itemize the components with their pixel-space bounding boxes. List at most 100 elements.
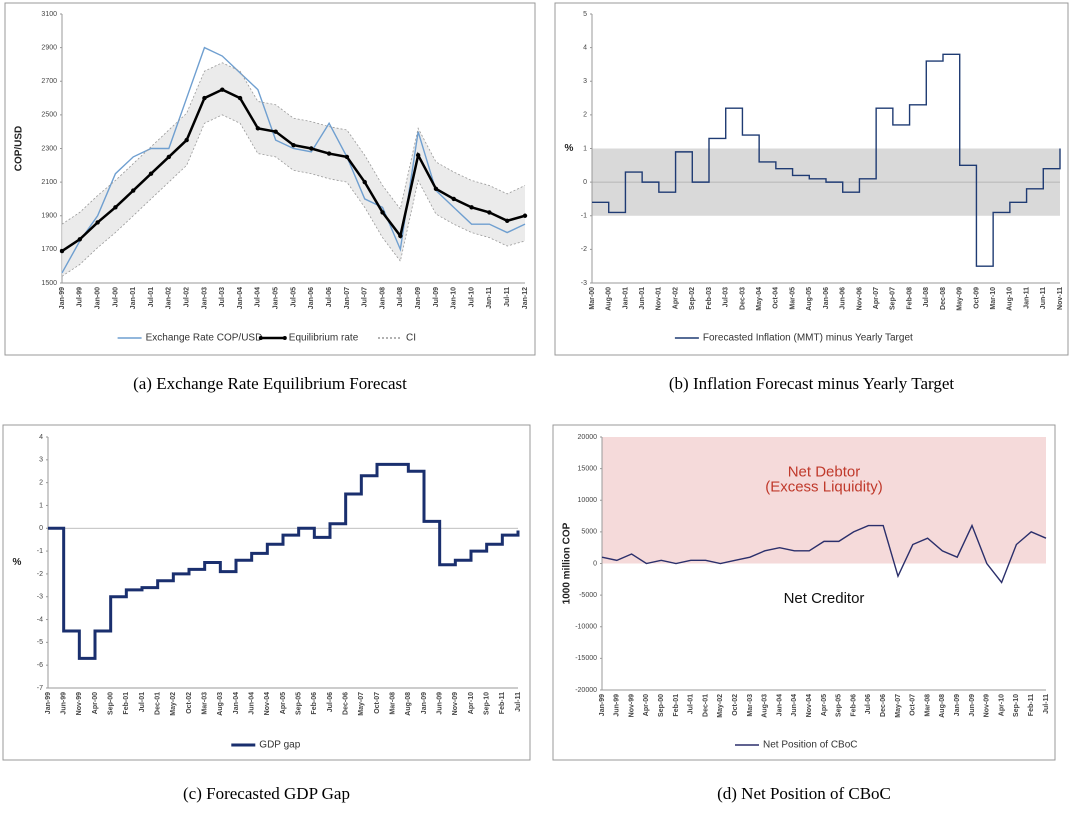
series-marker bbox=[131, 188, 136, 193]
x-tick-label: Apr-10 bbox=[468, 692, 475, 714]
y-tick-label: 15000 bbox=[578, 465, 598, 472]
y-tick-label: -15000 bbox=[575, 655, 597, 662]
x-tick-label: Jul-10 bbox=[468, 287, 475, 307]
legend-label: Forecasted Inflation (MMT) minus Yearly … bbox=[703, 333, 913, 344]
x-tick-label: Aug-03 bbox=[762, 694, 769, 718]
y-tick-label: 5 bbox=[583, 11, 587, 18]
x-tick-label: Apr-02 bbox=[672, 287, 679, 309]
x-tick-label: Jan-08 bbox=[379, 287, 386, 309]
y-tick-label: 1 bbox=[583, 145, 587, 152]
ci-band bbox=[62, 62, 525, 277]
series-marker bbox=[184, 137, 189, 143]
x-tick-label: Sep-10 bbox=[1013, 694, 1020, 717]
series-marker bbox=[166, 154, 172, 160]
x-tick-label: Nov-99 bbox=[76, 692, 83, 715]
x-tick-label: Jul-06 bbox=[327, 692, 334, 712]
panel-border bbox=[2, 424, 531, 761]
x-tick-label: Jul-04 bbox=[255, 287, 262, 307]
series-marker bbox=[202, 95, 207, 101]
caption: (b) Inflation Forecast minus Yearly Targ… bbox=[669, 374, 955, 393]
caption: (c) Forecasted GDP Gap bbox=[183, 784, 350, 803]
x-tick-label: Apr-10 bbox=[998, 694, 1005, 716]
y-tick-label: 0 bbox=[583, 179, 587, 186]
x-tick-label: Jan-05 bbox=[273, 287, 280, 309]
series-marker bbox=[344, 154, 350, 160]
x-tick-label: Dec-03 bbox=[739, 287, 746, 310]
y-tick-label: -7 bbox=[37, 685, 43, 692]
y-tick-label: 4 bbox=[583, 44, 587, 51]
x-tick-label: Dec-01 bbox=[702, 694, 709, 717]
series-marker bbox=[504, 218, 510, 223]
x-tick-label: Jul-06 bbox=[865, 694, 872, 714]
x-tick-label: Nov-01 bbox=[656, 287, 663, 310]
x-tick-label: May-04 bbox=[756, 287, 763, 311]
x-tick-label: Apr-00 bbox=[92, 692, 99, 714]
x-tick-label: Jan-06 bbox=[823, 287, 830, 309]
y-tick-label: 0 bbox=[593, 560, 597, 567]
x-tick-label: Feb-06 bbox=[311, 692, 318, 715]
x-tick-label: Jul-03 bbox=[723, 287, 730, 307]
x-tick-label: Jan-99 bbox=[59, 287, 66, 309]
x-tick-label: Oct-04 bbox=[773, 287, 780, 309]
annotation: (Excess Liquidity) bbox=[765, 479, 883, 496]
x-tick-label: Oct-02 bbox=[186, 692, 193, 714]
x-tick-label: Feb-08 bbox=[906, 287, 913, 310]
series-marker bbox=[148, 171, 154, 176]
y-axis-label: % bbox=[565, 143, 574, 154]
x-tick-label: May-07 bbox=[895, 694, 902, 718]
x-tick-label: Sep-00 bbox=[658, 694, 665, 717]
series-marker bbox=[415, 153, 421, 158]
y-tick-label: -2 bbox=[581, 246, 587, 253]
x-tick-label: Jun-04 bbox=[249, 692, 256, 715]
y-tick-label: 3 bbox=[583, 78, 587, 85]
y-axis-label: % bbox=[13, 557, 22, 568]
series-line bbox=[61, 46, 526, 274]
x-tick-label: Mar-10 bbox=[990, 287, 997, 310]
x-tick-label: Sep-00 bbox=[108, 692, 115, 715]
y-tick-label: -1 bbox=[37, 548, 43, 555]
x-tick-label: Sep-07 bbox=[890, 287, 897, 310]
series-marker bbox=[291, 142, 296, 148]
x-tick-label: Oct-07 bbox=[910, 694, 917, 716]
legend-label: Exchange Rate COP/USD bbox=[146, 333, 263, 344]
x-tick-label: Jan-01 bbox=[130, 287, 137, 309]
x-tick-label: May-07 bbox=[358, 692, 365, 716]
series-marker bbox=[326, 151, 332, 156]
x-tick-label: Jun-01 bbox=[639, 287, 646, 310]
x-tick-label: Jul-11 bbox=[504, 287, 511, 307]
x-tick-label: Jul-11 bbox=[515, 692, 522, 712]
x-tick-label: Jun-06 bbox=[840, 287, 847, 310]
x-tick-label: Feb-01 bbox=[123, 692, 130, 715]
x-tick-label: Oct-09 bbox=[973, 287, 980, 309]
y-tick-label: 1700 bbox=[41, 246, 57, 253]
x-tick-label: Jul-08 bbox=[923, 287, 930, 307]
series-marker bbox=[237, 95, 243, 101]
x-tick-label: Dec-06 bbox=[343, 692, 350, 715]
x-tick-label: Apr-00 bbox=[643, 694, 650, 716]
series-marker bbox=[95, 220, 100, 225]
x-tick-label: Jul-99 bbox=[77, 287, 84, 307]
x-tick-label: Jan-11 bbox=[486, 287, 493, 309]
series-marker bbox=[522, 213, 528, 218]
x-tick-label: Jan-07 bbox=[344, 287, 351, 309]
x-tick-label: Mar-05 bbox=[789, 287, 796, 310]
x-tick-label: Aug-10 bbox=[1007, 287, 1014, 311]
y-tick-label: -4 bbox=[37, 616, 43, 623]
x-tick-label: Jun-04 bbox=[791, 694, 798, 717]
x-tick-label: May-02 bbox=[717, 694, 724, 718]
y-axis-label: COP/USD bbox=[14, 126, 25, 172]
y-tick-label: 3 bbox=[39, 457, 43, 464]
x-tick-label: Feb-01 bbox=[673, 694, 680, 717]
x-tick-label: Aug-08 bbox=[939, 694, 946, 718]
x-tick-label: Jan-00 bbox=[94, 287, 101, 309]
series-line bbox=[592, 53, 1061, 267]
y-tick-label: -5000 bbox=[579, 592, 597, 599]
y-tick-label: -20000 bbox=[575, 687, 597, 694]
x-tick-label: Aug-03 bbox=[217, 692, 224, 716]
x-tick-label: Jul-06 bbox=[326, 287, 333, 307]
x-tick-label: Oct-07 bbox=[374, 692, 381, 714]
y-tick-label: -2 bbox=[37, 571, 43, 578]
x-tick-label: Nov-04 bbox=[264, 692, 271, 715]
x-tick-label: May-02 bbox=[170, 692, 177, 716]
legend-marker bbox=[258, 336, 263, 340]
